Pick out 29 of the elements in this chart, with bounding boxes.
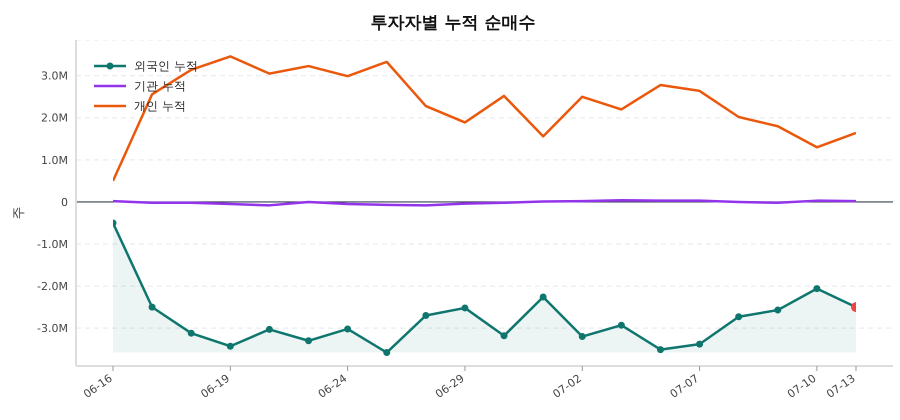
y-axis-title: 주 xyxy=(10,206,28,220)
line-series xyxy=(113,55,856,182)
y-tick-label: -2.0M xyxy=(37,280,68,293)
y-tick-label: 2.0M xyxy=(41,112,68,125)
point xyxy=(618,322,625,329)
y-tick-label: 0 xyxy=(61,196,68,209)
point xyxy=(226,342,234,350)
point xyxy=(344,325,352,332)
point xyxy=(500,332,508,340)
point xyxy=(383,349,390,356)
point xyxy=(266,326,273,333)
y-tick-label: -3.0M xyxy=(37,322,68,336)
point xyxy=(578,333,586,340)
point xyxy=(188,330,195,337)
point xyxy=(461,304,468,312)
y-tick-label: 3.0M xyxy=(41,70,68,83)
point xyxy=(656,346,664,354)
point xyxy=(422,312,430,320)
point xyxy=(305,337,312,344)
point xyxy=(774,306,782,314)
legend-label: 외국인 누적 xyxy=(134,58,198,75)
point xyxy=(148,304,156,311)
point xyxy=(540,294,547,301)
y-tick-label: 1.0M xyxy=(41,154,68,167)
point xyxy=(696,340,704,348)
point xyxy=(813,285,820,292)
chart-title: 투자자별 누적 순매수 xyxy=(370,12,536,35)
point xyxy=(735,313,742,320)
y-tick-label: -1.0M xyxy=(37,238,68,251)
